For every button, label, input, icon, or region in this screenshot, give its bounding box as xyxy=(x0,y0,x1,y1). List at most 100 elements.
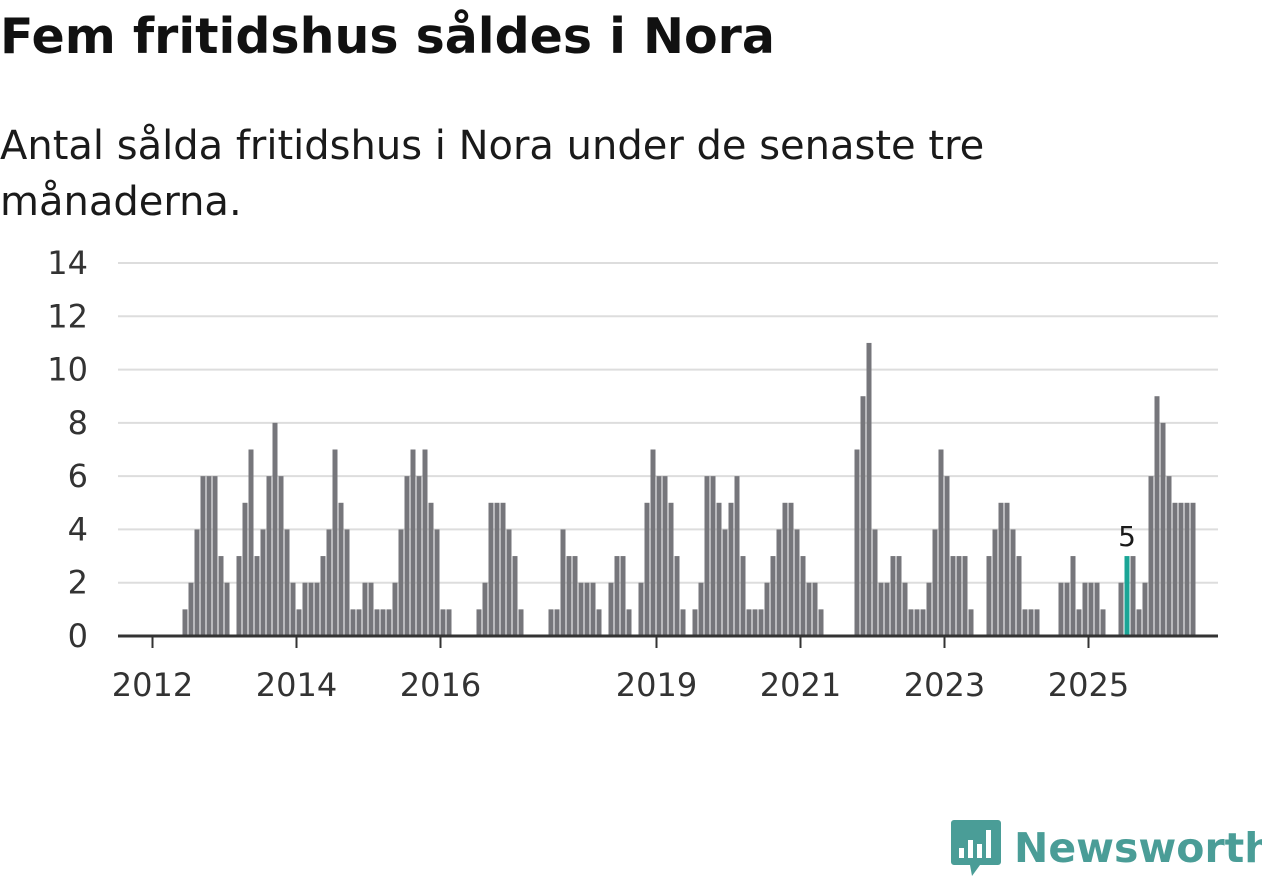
bar xyxy=(398,529,404,636)
bar xyxy=(410,449,416,636)
bar xyxy=(698,582,704,636)
bar xyxy=(1142,582,1148,636)
bar xyxy=(200,476,206,636)
bar xyxy=(614,556,620,636)
bar xyxy=(740,556,746,636)
bar xyxy=(644,502,650,636)
bar xyxy=(872,529,878,636)
bars xyxy=(182,342,1196,636)
bar xyxy=(746,609,752,636)
bar xyxy=(1136,609,1142,636)
bar xyxy=(674,556,680,636)
bar xyxy=(992,529,998,636)
bar xyxy=(512,556,518,636)
chart-title: Fem fritidshus såldes i Nora xyxy=(0,8,775,65)
bar xyxy=(194,529,200,636)
bar xyxy=(782,502,788,636)
bar xyxy=(338,502,344,636)
bar xyxy=(368,582,374,636)
bar xyxy=(794,529,800,636)
bar xyxy=(1154,396,1160,636)
bar xyxy=(620,556,626,636)
bar xyxy=(968,609,974,636)
bar xyxy=(1064,582,1070,636)
y-tick-label: 2 xyxy=(68,564,88,602)
bar xyxy=(902,582,908,636)
bar xyxy=(236,556,242,636)
bar xyxy=(494,502,500,636)
y-tick-label: 10 xyxy=(47,351,88,389)
bar xyxy=(404,476,410,636)
bar xyxy=(656,476,662,636)
bar xyxy=(392,582,398,636)
bar xyxy=(854,449,860,636)
bar xyxy=(314,582,320,636)
bar xyxy=(548,609,554,636)
bar xyxy=(416,476,422,636)
bar xyxy=(1166,476,1172,636)
bar xyxy=(998,502,1004,636)
newsworthy-logo: Newsworthy xyxy=(950,818,1262,878)
bar xyxy=(266,476,272,636)
bar xyxy=(662,476,668,636)
bar xyxy=(1016,556,1022,636)
bar xyxy=(434,529,440,636)
bar xyxy=(428,502,434,636)
bar xyxy=(1034,609,1040,636)
bar xyxy=(626,609,632,636)
bar xyxy=(284,529,290,636)
bar xyxy=(422,449,428,636)
bar xyxy=(566,556,572,636)
x-tick-label: 2019 xyxy=(616,666,697,704)
bar xyxy=(680,609,686,636)
bar xyxy=(254,556,260,636)
bar xyxy=(770,556,776,636)
bar xyxy=(944,476,950,636)
bar xyxy=(1082,582,1088,636)
bar xyxy=(806,582,812,636)
bar-latest xyxy=(1124,556,1130,636)
bar xyxy=(482,582,488,636)
bar xyxy=(302,582,308,636)
x-tick-label: 2016 xyxy=(400,666,481,704)
bar xyxy=(578,582,584,636)
bar xyxy=(908,609,914,636)
bar xyxy=(668,502,674,636)
bar xyxy=(344,529,350,636)
bar xyxy=(986,556,992,636)
bar xyxy=(206,476,212,636)
bar xyxy=(764,582,770,636)
bar xyxy=(866,342,872,636)
bar xyxy=(758,609,764,636)
bar xyxy=(1076,609,1082,636)
chart-subtitle: Antal sålda fritidshus i Nora under de s… xyxy=(0,123,985,225)
bar xyxy=(722,529,728,636)
bar xyxy=(182,609,188,636)
y-tick-label: 14 xyxy=(47,244,88,282)
bar xyxy=(1094,582,1100,636)
bar xyxy=(572,556,578,636)
bar xyxy=(692,609,698,636)
bar xyxy=(584,582,590,636)
bar xyxy=(950,556,956,636)
bar xyxy=(188,582,194,636)
bar xyxy=(296,609,302,636)
bar xyxy=(554,609,560,636)
x-tick-label: 2014 xyxy=(256,666,337,704)
bar xyxy=(704,476,710,636)
bar xyxy=(1160,422,1166,636)
bar xyxy=(860,396,866,636)
bar xyxy=(650,449,656,636)
bar xyxy=(914,609,920,636)
bar xyxy=(242,502,248,636)
bar xyxy=(800,556,806,636)
bar xyxy=(476,609,482,636)
annotations: 5 xyxy=(1118,520,1136,553)
grid-lines xyxy=(118,262,1218,584)
bar xyxy=(884,582,890,636)
x-tick-label: 2012 xyxy=(112,666,193,704)
bar xyxy=(728,502,734,636)
bar xyxy=(320,556,326,636)
bar xyxy=(896,556,902,636)
